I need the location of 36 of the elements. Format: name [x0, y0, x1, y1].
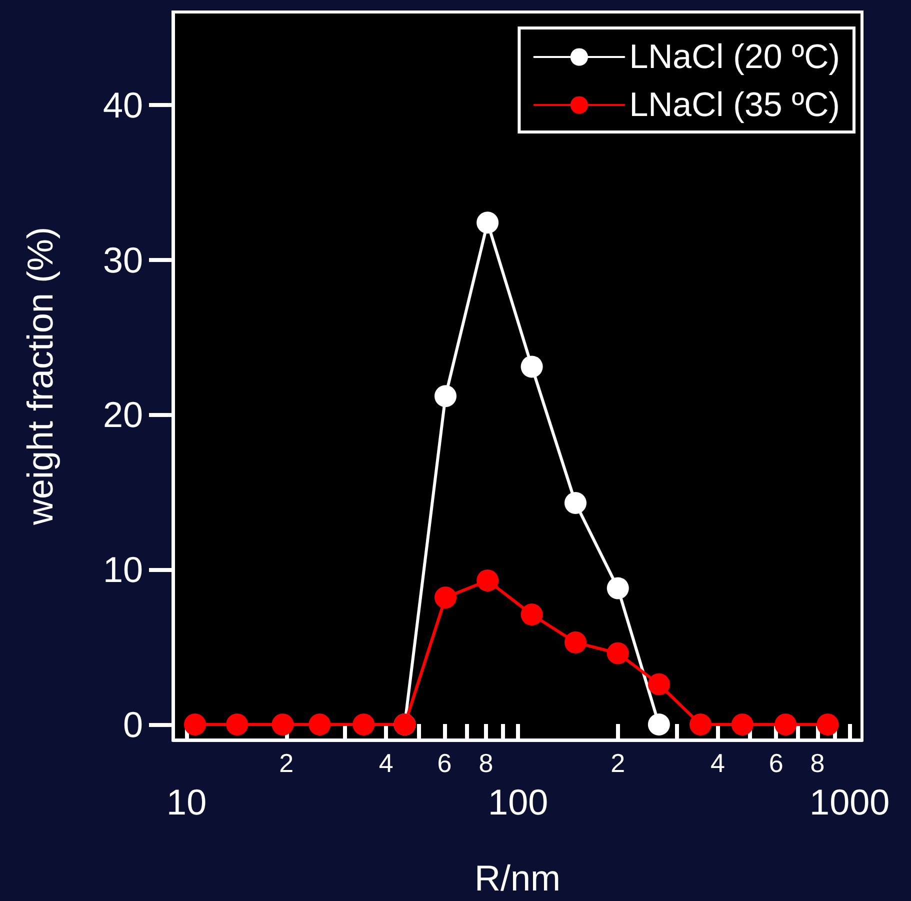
point	[606, 577, 629, 600]
y-tick-label: 10	[102, 549, 143, 590]
text: 6	[768, 748, 784, 778]
point	[564, 492, 586, 514]
point	[352, 714, 375, 736]
legend-label: LNaCl (20 ºC)	[629, 38, 840, 76]
text: 4	[378, 748, 394, 778]
point	[184, 714, 206, 736]
point	[520, 604, 543, 626]
point	[816, 714, 839, 736]
x-tick-label: 100	[488, 782, 548, 822]
point	[226, 714, 248, 736]
text: 2	[279, 748, 294, 778]
point	[520, 356, 543, 378]
y-tick-label: 20	[102, 394, 143, 436]
y-tick-label: 0	[122, 704, 143, 746]
legend-label: LNaCl (35 ºC)	[629, 86, 840, 124]
y-tick-label: 40	[102, 84, 143, 126]
point	[648, 673, 670, 696]
x-tick-label: 1000	[810, 782, 890, 822]
x-axis-title: R/nm	[474, 858, 561, 898]
text: 6	[437, 748, 452, 778]
point	[774, 714, 797, 736]
text: 4	[710, 748, 725, 778]
text: 8	[810, 748, 825, 778]
point	[308, 714, 331, 736]
x-tick-label: 10	[166, 782, 207, 822]
text: 8	[478, 748, 494, 778]
point	[648, 714, 670, 736]
text: 2	[610, 748, 626, 778]
point	[606, 642, 629, 664]
y-axis-title: weight fraction (%)	[20, 226, 60, 526]
point	[690, 714, 712, 736]
y-tick-label: 30	[102, 239, 143, 280]
point	[564, 631, 586, 654]
point	[731, 714, 754, 736]
